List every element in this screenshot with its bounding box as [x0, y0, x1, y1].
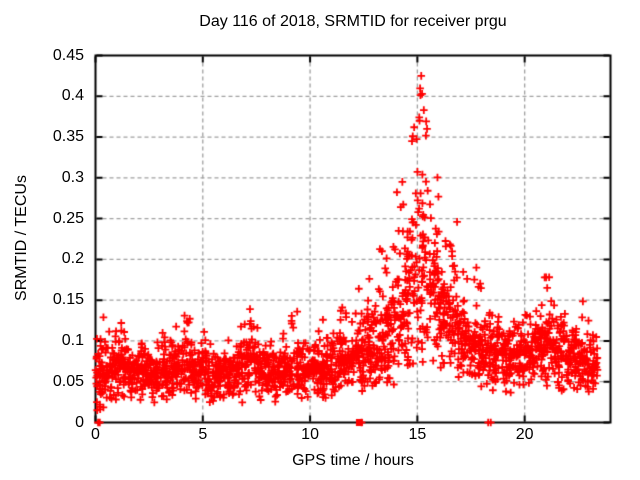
y-axis-label: SRMTID / TECUs: [13, 175, 30, 301]
y-tick-label: 0.4: [61, 87, 84, 105]
y-tick-label: 0.3: [61, 168, 84, 186]
x-tick-label: 5: [198, 426, 208, 443]
y-tick-label: 0.25: [52, 209, 84, 227]
y-tick-label: 0.15: [52, 291, 84, 309]
x-tick-label: 20: [515, 426, 534, 443]
chart-title: Day 116 of 2018, SRMTID for receiver prg…: [199, 13, 507, 30]
x-tick-label: 10: [301, 426, 319, 443]
y-tick-label: 0: [75, 413, 84, 431]
x-tick-label: 15: [408, 426, 427, 443]
y-tick-label: 0.35: [52, 128, 84, 146]
x-tick-label: 0: [91, 426, 100, 443]
y-tick-label: 0.2: [61, 250, 84, 268]
x-axis-label: GPS time / hours: [292, 452, 414, 469]
y-tick-label: 0.45: [52, 46, 84, 64]
y-tick-label: 0.1: [61, 331, 84, 349]
y-tick-label: 0.05: [52, 372, 84, 390]
